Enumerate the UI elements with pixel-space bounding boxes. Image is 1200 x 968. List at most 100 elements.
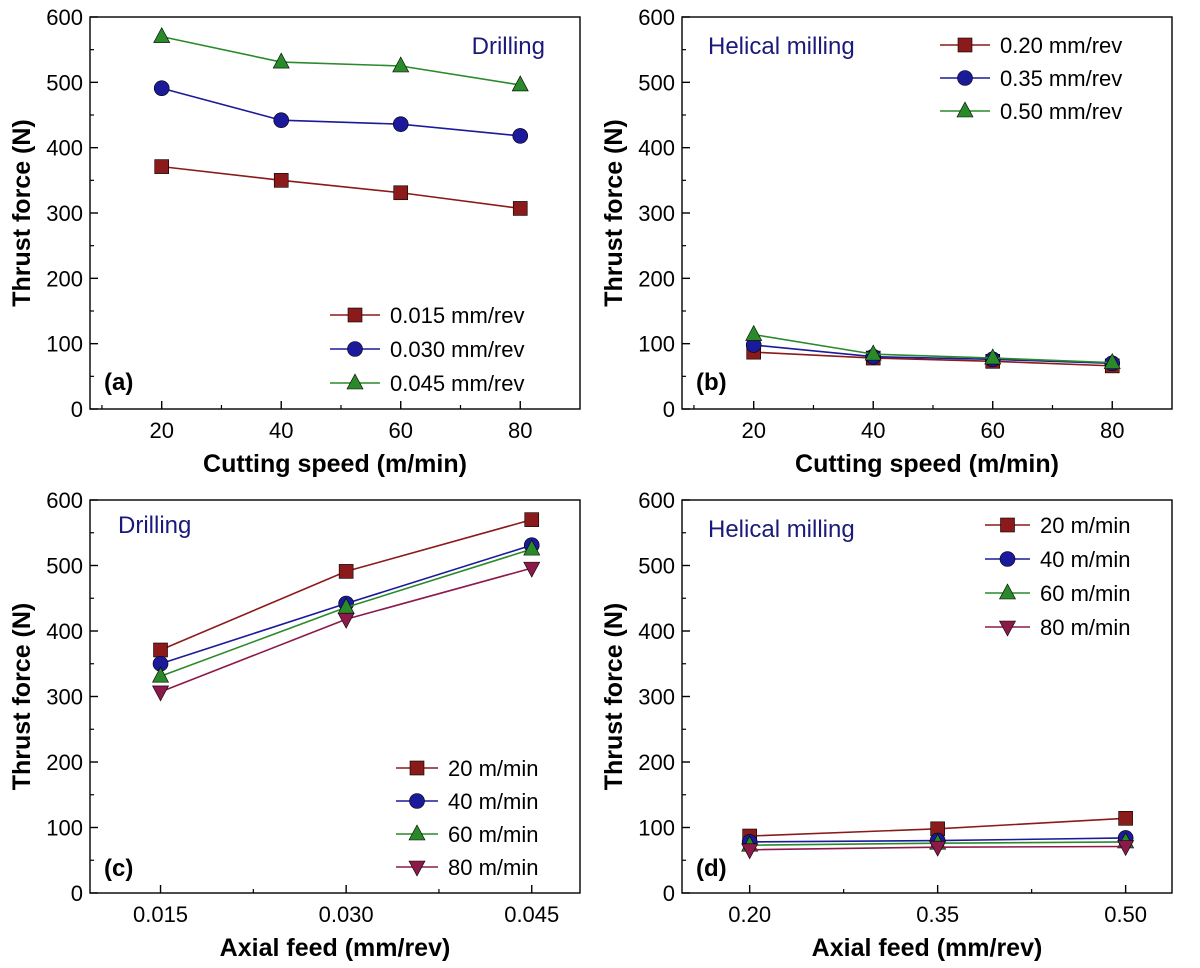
y-tick-label: 0 bbox=[663, 397, 675, 422]
data-point bbox=[153, 26, 171, 43]
y-tick-label: 400 bbox=[46, 136, 83, 161]
legend-entry: 80 m/min bbox=[1040, 615, 1130, 640]
y-tick-label: 400 bbox=[638, 136, 675, 161]
x-tick-label: 40 bbox=[269, 418, 293, 443]
data-point bbox=[1117, 840, 1135, 857]
x-tick-label: 0.50 bbox=[1104, 902, 1147, 927]
series-80-m-min bbox=[152, 561, 541, 702]
y-tick-label: 600 bbox=[46, 5, 83, 30]
legend-entry: 20 m/min bbox=[1040, 513, 1130, 538]
chart-panel-c: 0 100 200 300 400 500 600 0.015 0.030 0.045 Axial … bbox=[8, 488, 581, 962]
series-line bbox=[753, 351, 1113, 367]
panel-title: Helical milling bbox=[708, 33, 855, 60]
x-tick-label: 80 bbox=[508, 418, 532, 443]
legend: 20 m/min 40 m/min 60 m/min 80 m/min bbox=[985, 513, 1130, 640]
data-point bbox=[272, 52, 290, 69]
data-point bbox=[393, 185, 409, 201]
data-point bbox=[1118, 811, 1133, 826]
legend-marker bbox=[346, 373, 364, 390]
data-point bbox=[523, 561, 541, 578]
data-point bbox=[741, 843, 759, 860]
series-line bbox=[753, 344, 1113, 365]
legend: 0.015 mm/rev 0.030 mm/rev 0.045 mm/rev bbox=[330, 303, 525, 396]
y-tick-label: 400 bbox=[46, 619, 83, 644]
data-point bbox=[745, 324, 763, 341]
y-tick-label: 500 bbox=[46, 70, 83, 95]
x-tick-label: 60 bbox=[388, 418, 412, 443]
series-line bbox=[161, 165, 521, 210]
panel-label: (b) bbox=[696, 369, 727, 396]
legend: 20 m/min 40 m/min 60 m/min 80 m/min bbox=[396, 756, 538, 880]
x-axis-label: Cutting speed (m/min) bbox=[795, 450, 1059, 478]
chart-panel-d: 0 100 200 300 400 500 600 0.20 0.35 0.50 Axial fee… bbox=[600, 488, 1173, 962]
data-point bbox=[864, 344, 882, 361]
x-tick-label: 80 bbox=[1100, 418, 1124, 443]
data-point bbox=[524, 512, 540, 527]
series-line bbox=[161, 87, 521, 137]
legend-entry: 0.35 mm/rev bbox=[1000, 66, 1122, 91]
y-tick-label: 600 bbox=[46, 488, 83, 513]
y-tick-label: 200 bbox=[638, 750, 675, 775]
x-tick-label: 60 bbox=[980, 418, 1004, 443]
data-point bbox=[511, 75, 529, 92]
legend-marker bbox=[999, 620, 1016, 637]
legend-entry: 60 m/min bbox=[1040, 581, 1130, 606]
y-tick-label: 100 bbox=[46, 816, 83, 841]
y-tick-label: 600 bbox=[638, 5, 675, 30]
data-point bbox=[984, 348, 1002, 365]
chart-panel-a: 0 100 200 300 400 500 600 20 40 60 80 Cutting speed… bbox=[8, 5, 581, 478]
legend-entry: 0.50 mm/rev bbox=[1000, 99, 1122, 124]
data-point bbox=[512, 128, 529, 144]
legend-marker bbox=[999, 583, 1016, 600]
data-point bbox=[1103, 352, 1121, 369]
panel-label: (a) bbox=[104, 369, 133, 396]
y-axis-label: Thrust force (N) bbox=[600, 119, 628, 307]
y-tick-label: 200 bbox=[46, 266, 83, 291]
x-tick-label: 0.20 bbox=[728, 902, 771, 927]
data-point bbox=[929, 840, 947, 857]
data-point bbox=[153, 80, 170, 97]
series-0-030-mm-rev bbox=[153, 80, 529, 144]
panel-title: Helical milling bbox=[708, 516, 855, 543]
legend-entry: 40 m/min bbox=[448, 789, 538, 814]
legend-marker bbox=[408, 824, 426, 841]
series-line bbox=[161, 35, 521, 86]
legend-entry: 0.030 mm/rev bbox=[390, 337, 525, 362]
y-tick-label: 0 bbox=[71, 397, 83, 422]
data-point bbox=[154, 159, 170, 174]
legend-marker bbox=[956, 101, 974, 118]
y-tick-label: 300 bbox=[46, 201, 83, 226]
y-axis-label: Thrust force (N) bbox=[8, 603, 36, 791]
x-tick-label: 0.35 bbox=[916, 902, 959, 927]
y-tick-label: 600 bbox=[638, 488, 675, 513]
x-tick-label: 0.015 bbox=[133, 902, 188, 927]
y-tick-label: 500 bbox=[46, 554, 83, 579]
y-tick-label: 400 bbox=[638, 619, 675, 644]
data-point bbox=[512, 201, 528, 216]
chart-panel-b: 0 100 200 300 400 500 600 20 40 60 80 Cutting speed… bbox=[600, 5, 1173, 478]
legend-entry: 60 m/min bbox=[448, 822, 538, 847]
legend-marker bbox=[409, 793, 425, 809]
data-point bbox=[152, 666, 170, 683]
series-0-50-mm-rev bbox=[745, 324, 1121, 369]
data-point bbox=[392, 56, 410, 73]
y-tick-label: 500 bbox=[638, 554, 675, 579]
x-tick-label: 0.030 bbox=[319, 902, 374, 927]
x-tick-label: 0.045 bbox=[504, 902, 559, 927]
legend: 0.20 mm/rev 0.35 mm/rev 0.50 mm/rev bbox=[940, 33, 1122, 124]
panel-label: (d) bbox=[696, 855, 727, 882]
data-point bbox=[338, 564, 354, 579]
series-0-015-mm-rev bbox=[154, 159, 528, 216]
y-tick-label: 300 bbox=[638, 201, 675, 226]
legend-marker bbox=[347, 341, 363, 357]
series-0-045-mm-rev bbox=[153, 26, 529, 92]
series-20-m-min bbox=[153, 512, 540, 658]
data-point bbox=[392, 116, 409, 132]
data-point bbox=[337, 612, 355, 629]
legend-entry: 80 m/min bbox=[448, 855, 538, 880]
x-tick-label: 20 bbox=[149, 418, 173, 443]
data-point bbox=[273, 112, 290, 129]
panel-title: Drilling bbox=[118, 512, 191, 539]
legend-marker bbox=[409, 760, 425, 776]
